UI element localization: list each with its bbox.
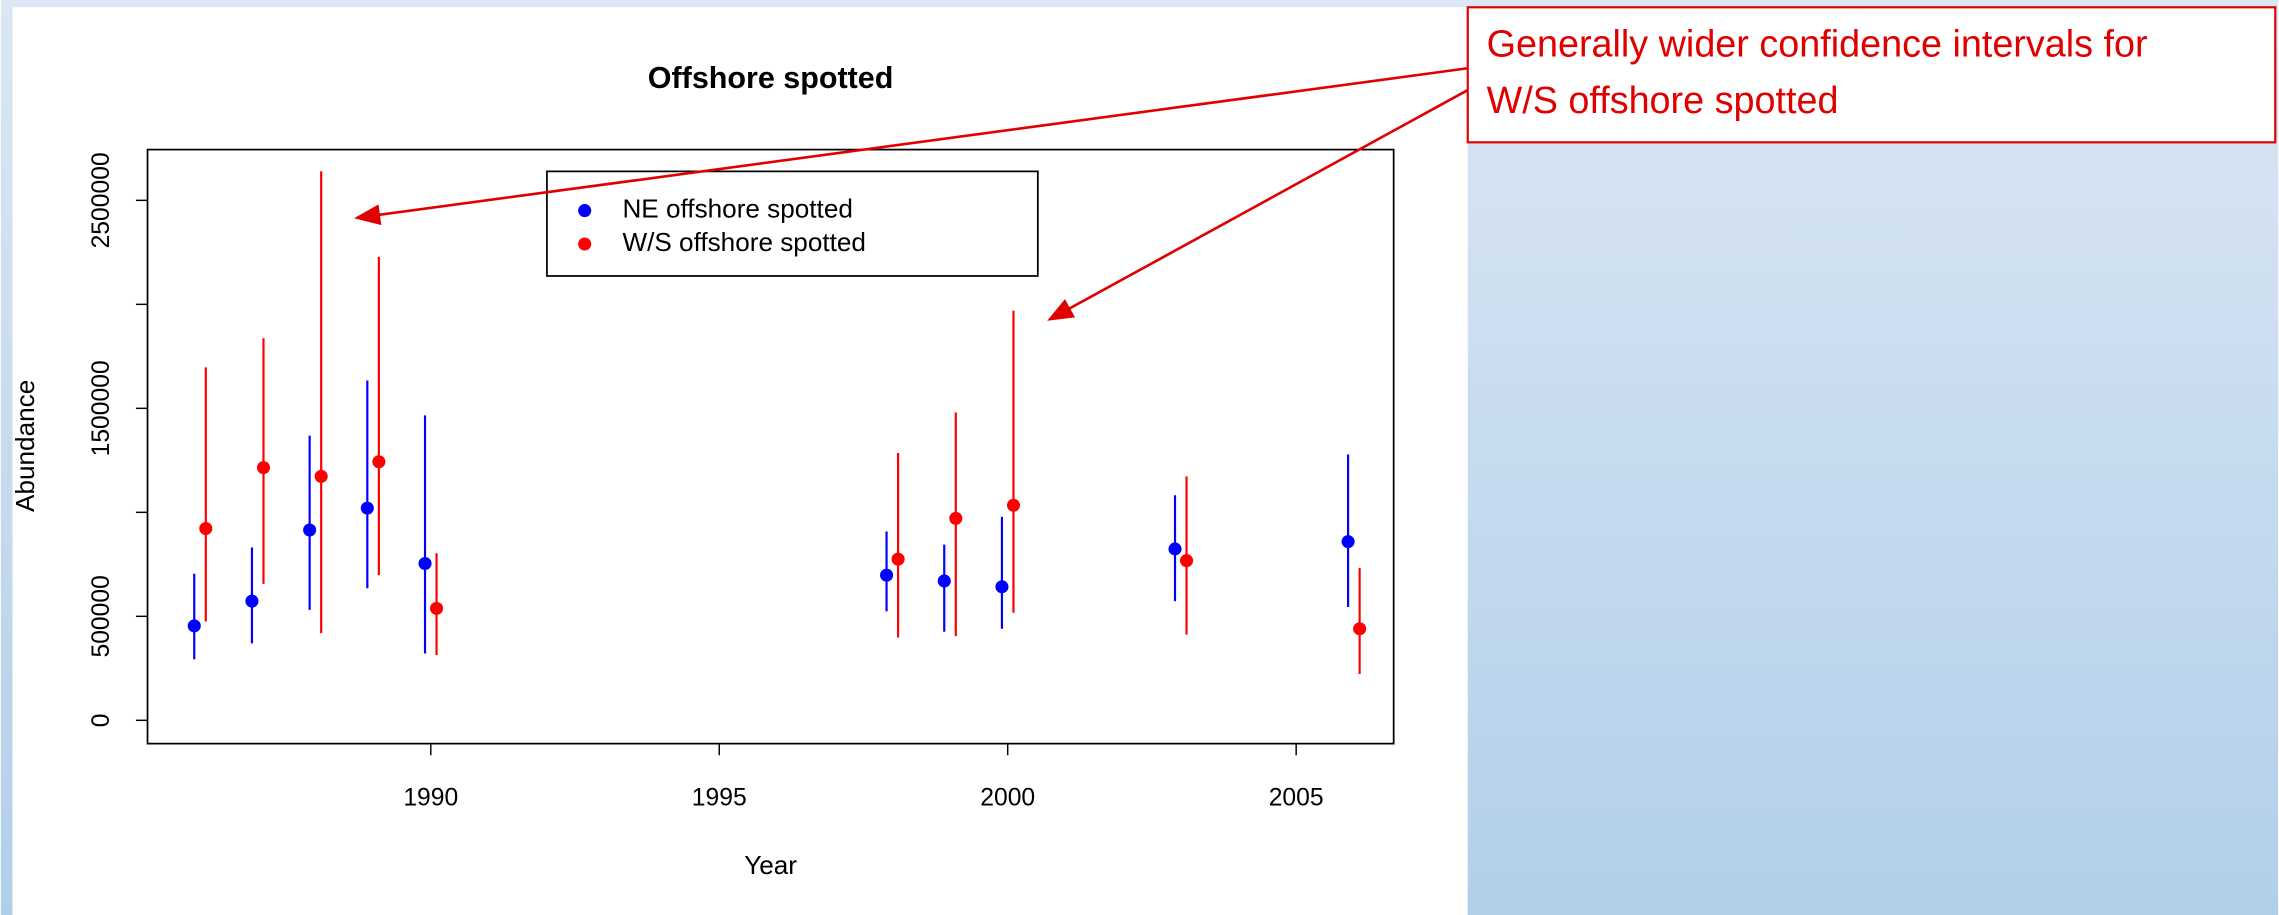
annotation-text: Generally wider confidence intervals for [1487,23,2148,65]
point [187,619,201,633]
legend-marker [578,204,592,218]
point [949,511,963,525]
point [256,461,271,475]
x-tick-label: 1990 [403,784,458,811]
x-axis-label: Year [744,850,797,880]
y-tick-label: 2500000 [88,152,115,248]
point [245,594,259,608]
y-axis-label: Abundance [10,380,40,512]
y-tick-label: 1500000 [88,360,115,456]
point [314,469,328,483]
point [937,574,951,588]
annotation-arrow [354,66,1468,226]
point [199,522,213,536]
point [360,501,374,515]
y-tick-label: 0 [88,713,115,727]
x-tick-label: 2005 [1269,784,1324,811]
annotation-arrow [1047,88,1469,321]
point [372,455,386,469]
point [1168,542,1182,556]
legend-label: NE offshore spotted [622,194,852,224]
point [418,556,432,571]
x-tick-label: 2000 [980,784,1035,811]
legend-label: W/S offshore spotted [622,227,865,257]
y-tick-label: 500000 [88,575,115,657]
point [303,523,317,537]
plot-frame [146,148,1395,745]
annotation-box [1466,6,2277,144]
annotation-text: W/S offshore spotted [1487,80,1839,122]
chart-area [12,7,1468,915]
x-tick-label: 1995 [692,784,747,811]
chart-title: Offshore spotted [648,61,894,95]
point [1353,622,1367,636]
point [880,568,894,582]
point [1341,535,1355,549]
point [995,580,1009,594]
legend [546,170,1039,277]
point [1180,554,1194,568]
point [430,601,444,615]
legend-marker [578,237,592,251]
point [891,552,905,566]
point [1006,498,1021,512]
